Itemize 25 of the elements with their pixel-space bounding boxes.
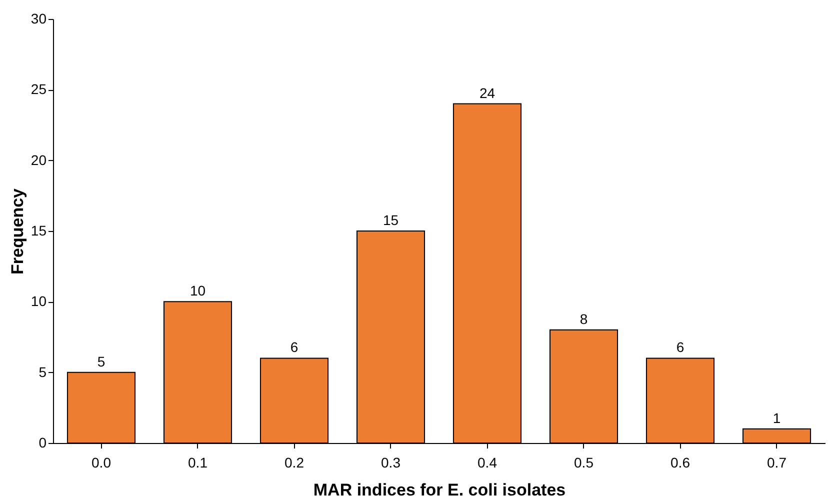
y-tick-label: 20 — [30, 152, 47, 168]
x-tick-label: 0.0 — [92, 454, 112, 470]
x-tick-label: 0.6 — [670, 454, 690, 470]
y-axis-title: Frequency — [8, 188, 27, 274]
x-tick-label: 0.7 — [767, 454, 787, 470]
y-tick-label: 10 — [30, 293, 47, 310]
y-tick-label: 15 — [30, 222, 47, 238]
x-axis-title: MAR indices for E. coli isolates — [313, 480, 566, 500]
y-tick-label: 5 — [38, 364, 47, 380]
x-tick-label: 0.4 — [478, 454, 498, 470]
data-label: 8 — [580, 310, 588, 327]
y-tick-label: 0 — [38, 434, 47, 450]
x-tick-label: 0.1 — [188, 454, 208, 470]
data-label: 6 — [290, 339, 298, 356]
x-tick-label: 0.3 — [381, 454, 401, 470]
data-label: 1 — [772, 410, 781, 426]
data-label: 6 — [676, 339, 684, 356]
data-label: 10 — [190, 282, 206, 299]
y-tick-label: 30 — [30, 10, 47, 26]
data-label: 24 — [479, 84, 496, 101]
x-tick-label: 0.5 — [574, 454, 594, 470]
x-tick-label: 0.2 — [284, 454, 304, 470]
y-tick-label: 25 — [30, 81, 47, 98]
data-label: 5 — [97, 353, 106, 370]
data-label: 15 — [382, 212, 399, 228]
